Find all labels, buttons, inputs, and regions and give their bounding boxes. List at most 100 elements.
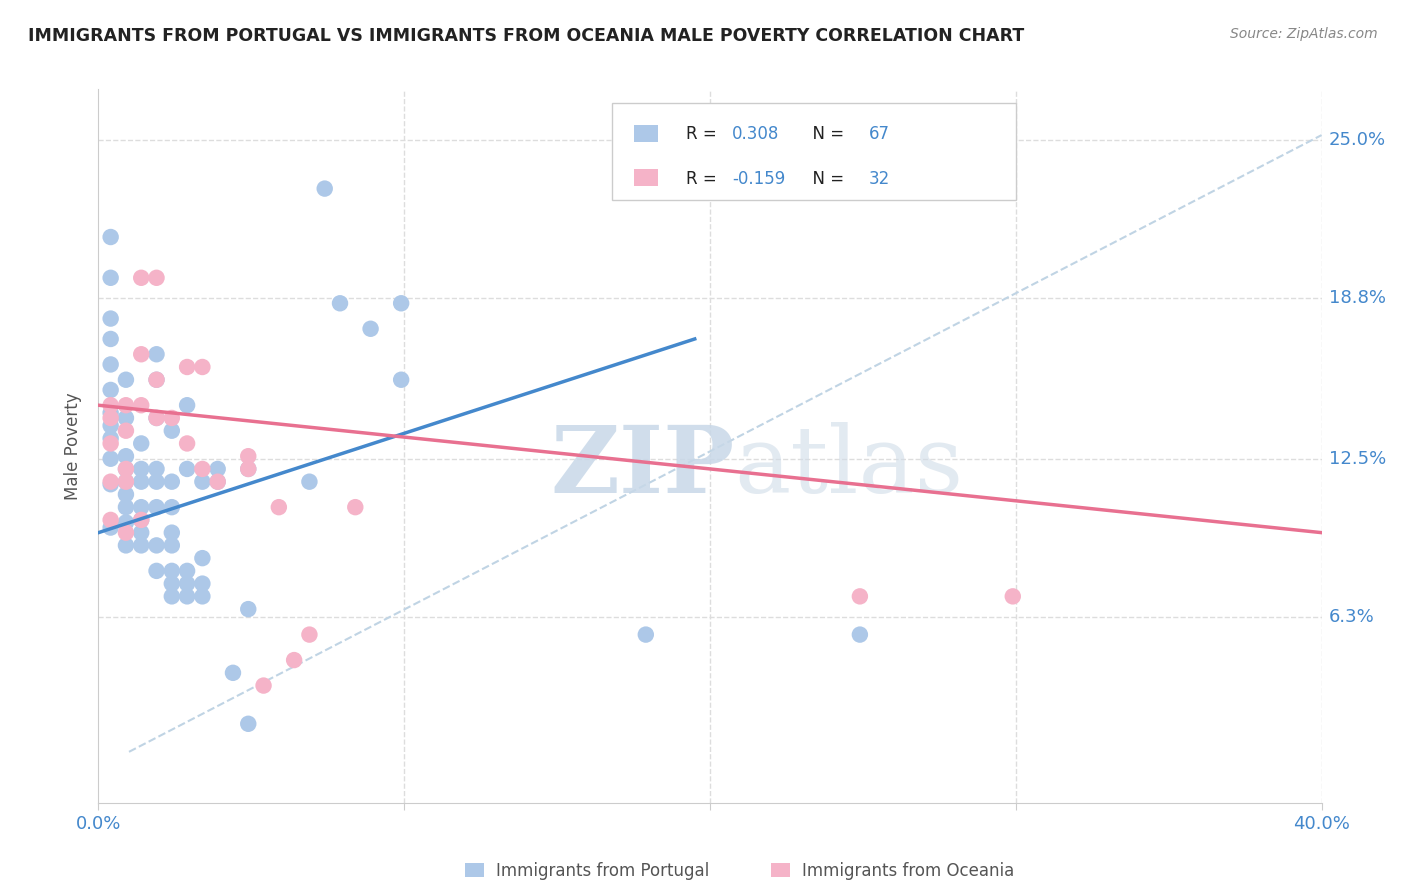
Point bbox=[129, 513, 152, 527]
Point bbox=[849, 590, 872, 604]
Point bbox=[176, 359, 198, 374]
Point bbox=[115, 516, 138, 530]
Point bbox=[160, 538, 183, 552]
Point bbox=[115, 462, 138, 476]
Point bbox=[176, 576, 198, 591]
Point bbox=[314, 181, 336, 195]
Text: R =: R = bbox=[686, 169, 721, 187]
Point bbox=[176, 462, 198, 476]
Point bbox=[129, 475, 152, 489]
Point bbox=[160, 525, 183, 540]
Point bbox=[100, 513, 122, 527]
Point bbox=[1001, 590, 1024, 604]
Point bbox=[100, 311, 122, 326]
Text: -0.159: -0.159 bbox=[733, 169, 786, 187]
Point bbox=[115, 475, 138, 489]
Point bbox=[191, 462, 214, 476]
Point bbox=[115, 525, 138, 540]
Point bbox=[849, 627, 872, 641]
Text: IMMIGRANTS FROM PORTUGAL VS IMMIGRANTS FROM OCEANIA MALE POVERTY CORRELATION CHA: IMMIGRANTS FROM PORTUGAL VS IMMIGRANTS F… bbox=[28, 27, 1025, 45]
FancyBboxPatch shape bbox=[465, 863, 484, 877]
Point bbox=[129, 462, 152, 476]
Point bbox=[100, 431, 122, 445]
Point bbox=[100, 451, 122, 466]
Text: 12.5%: 12.5% bbox=[1329, 450, 1386, 467]
Point bbox=[191, 359, 214, 374]
Point bbox=[267, 500, 290, 515]
FancyBboxPatch shape bbox=[634, 169, 658, 186]
Text: atlas: atlas bbox=[734, 423, 963, 512]
Point bbox=[298, 627, 321, 641]
Text: Immigrants from Oceania: Immigrants from Oceania bbox=[801, 862, 1014, 880]
Point bbox=[145, 564, 167, 578]
Point bbox=[115, 449, 138, 463]
Point bbox=[100, 332, 122, 346]
Point bbox=[145, 538, 167, 552]
Point bbox=[145, 411, 167, 425]
Text: Source: ZipAtlas.com: Source: ZipAtlas.com bbox=[1230, 27, 1378, 41]
Text: 0.308: 0.308 bbox=[733, 125, 779, 144]
Point bbox=[176, 398, 198, 412]
Point bbox=[207, 462, 229, 476]
Point bbox=[298, 475, 321, 489]
Point bbox=[634, 627, 657, 641]
Point bbox=[115, 487, 138, 501]
Point bbox=[100, 418, 122, 433]
Point bbox=[145, 462, 167, 476]
Point bbox=[100, 230, 122, 244]
Point bbox=[129, 398, 152, 412]
Point bbox=[145, 270, 167, 285]
Point bbox=[145, 347, 167, 361]
Text: 25.0%: 25.0% bbox=[1329, 131, 1386, 149]
Point bbox=[115, 411, 138, 425]
Point bbox=[160, 411, 183, 425]
Point bbox=[115, 373, 138, 387]
Point bbox=[160, 500, 183, 515]
Point bbox=[329, 296, 352, 310]
Point bbox=[360, 322, 382, 336]
Point bbox=[238, 716, 260, 731]
Text: R =: R = bbox=[686, 125, 721, 144]
Point bbox=[100, 411, 122, 425]
Point bbox=[145, 475, 167, 489]
Point bbox=[100, 520, 122, 534]
Point bbox=[100, 436, 122, 450]
Point bbox=[145, 373, 167, 387]
Point bbox=[129, 436, 152, 450]
Point bbox=[191, 551, 214, 566]
Point bbox=[238, 462, 260, 476]
Point bbox=[115, 398, 138, 412]
Point bbox=[160, 475, 183, 489]
Point bbox=[160, 564, 183, 578]
Point bbox=[129, 500, 152, 515]
Point bbox=[252, 679, 274, 693]
Point bbox=[100, 398, 122, 412]
Point bbox=[100, 477, 122, 491]
Point bbox=[129, 513, 152, 527]
FancyBboxPatch shape bbox=[772, 863, 790, 877]
Point bbox=[145, 500, 167, 515]
Point bbox=[207, 475, 229, 489]
Point bbox=[115, 475, 138, 489]
Point bbox=[160, 424, 183, 438]
Point bbox=[100, 270, 122, 285]
Point bbox=[238, 449, 260, 463]
Point bbox=[115, 462, 138, 476]
Y-axis label: Male Poverty: Male Poverty bbox=[65, 392, 83, 500]
Point bbox=[100, 475, 122, 489]
Text: 6.3%: 6.3% bbox=[1329, 607, 1375, 626]
Point bbox=[100, 406, 122, 420]
Point bbox=[129, 347, 152, 361]
Point bbox=[129, 525, 152, 540]
Text: 32: 32 bbox=[869, 169, 890, 187]
Point bbox=[176, 436, 198, 450]
Point bbox=[191, 590, 214, 604]
Point bbox=[238, 602, 260, 616]
Point bbox=[176, 564, 198, 578]
Text: N =: N = bbox=[801, 125, 849, 144]
Text: 67: 67 bbox=[869, 125, 890, 144]
Point bbox=[283, 653, 305, 667]
Point bbox=[115, 424, 138, 438]
Text: ZIP: ZIP bbox=[550, 423, 734, 512]
Point bbox=[100, 358, 122, 372]
